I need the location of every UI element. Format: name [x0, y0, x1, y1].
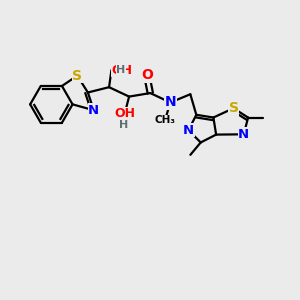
- Text: H: H: [116, 65, 125, 75]
- Text: OH: OH: [114, 107, 135, 120]
- Text: H: H: [118, 120, 128, 130]
- Text: N: N: [238, 128, 249, 141]
- Text: CH₃: CH₃: [154, 115, 176, 125]
- Text: OH: OH: [111, 64, 132, 76]
- Text: N: N: [183, 124, 194, 137]
- Text: O: O: [141, 68, 153, 83]
- Text: N: N: [88, 104, 99, 117]
- Text: S: S: [72, 69, 82, 83]
- Text: N: N: [164, 95, 176, 110]
- Text: S: S: [229, 101, 238, 115]
